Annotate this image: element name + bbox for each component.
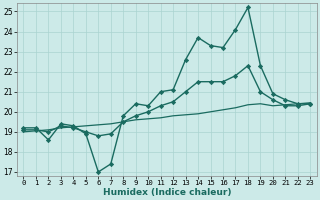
X-axis label: Humidex (Indice chaleur): Humidex (Indice chaleur) — [103, 188, 231, 197]
